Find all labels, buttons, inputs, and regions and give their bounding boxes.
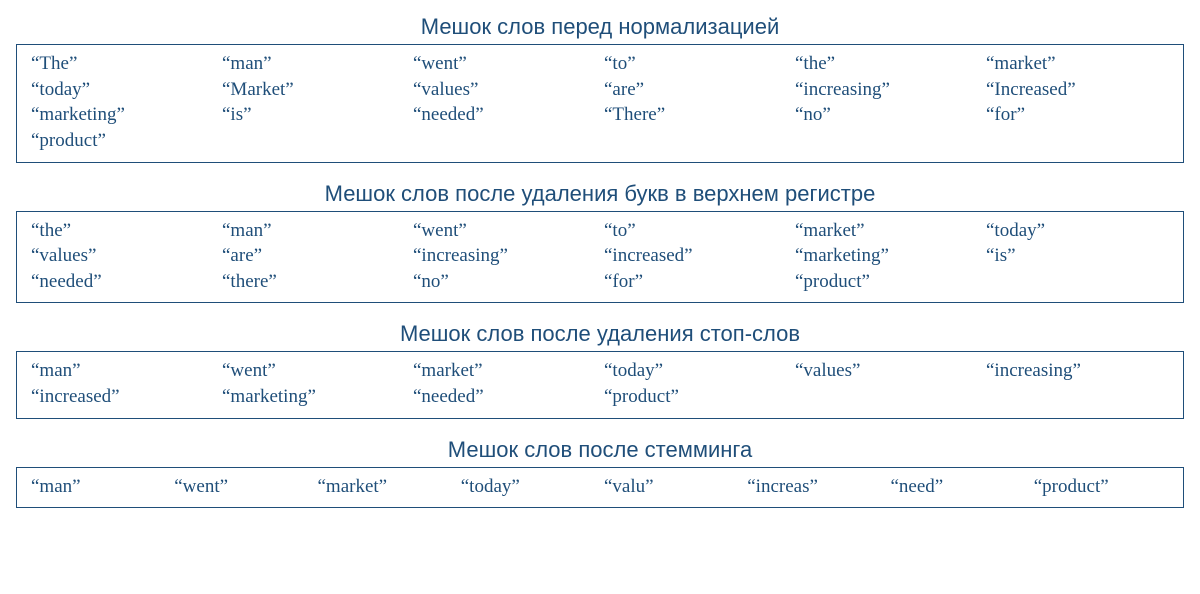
word-token: “no” [413, 269, 596, 295]
word-token: “product” [31, 128, 214, 154]
bag-of-words-section: Мешок слов после удаления букв в верхнем… [16, 181, 1184, 304]
word-token: “went” [413, 51, 596, 77]
word-token: “to” [604, 51, 787, 77]
bag-of-words-section: Мешок слов после стемминга“man”“went”“ma… [16, 437, 1184, 509]
section-title: Мешок слов после стемминга [16, 437, 1184, 463]
bag-of-words-section: Мешок слов после удаления стоп-слов “man”… [16, 321, 1184, 418]
word-token: “valu” [604, 474, 739, 500]
word-token: “man” [31, 474, 166, 500]
word-token: “marketing” [31, 102, 214, 128]
word-token: “marketing” [222, 384, 405, 410]
word-token: “is” [222, 102, 405, 128]
word-token: “Increased” [986, 77, 1169, 103]
word-token: “for” [604, 269, 787, 295]
word-token: “market” [413, 358, 596, 384]
bag-of-words-section: Мешок слов перед нормализацией “The” “man”… [16, 14, 1184, 163]
word-token: “went” [222, 358, 405, 384]
word-token: “are” [222, 243, 405, 269]
word-token: “today” [604, 358, 787, 384]
word-token: “there” [222, 269, 405, 295]
word-token: “values” [795, 358, 978, 384]
word-token: “increasing” [795, 77, 978, 103]
word-token: “increasing” [986, 358, 1169, 384]
word-token: “The” [31, 51, 214, 77]
word-token: “man” [31, 358, 214, 384]
word-token: “went” [174, 474, 309, 500]
word-token: “for” [986, 102, 1169, 128]
word-token: “increased” [604, 243, 787, 269]
diagram-root: Мешок слов перед нормализацией “The” “man”… [16, 14, 1184, 508]
word-token: “marketing” [795, 243, 978, 269]
word-token: “today” [461, 474, 596, 500]
word-token: “values” [31, 243, 214, 269]
word-token: “no” [795, 102, 978, 128]
section-title: Мешок слов после удаления букв в верхнем… [16, 181, 1184, 207]
word-token: “the” [31, 218, 214, 244]
word-token: “increasing” [413, 243, 596, 269]
word-token: “market” [795, 218, 978, 244]
word-token: “today” [986, 218, 1169, 244]
word-box: “the” “man” “went” “to” “market” “today” “valu… [16, 211, 1184, 304]
word-token: “product” [795, 269, 978, 295]
word-token: “man” [222, 218, 405, 244]
word-token: “product” [1034, 474, 1169, 500]
word-token: “market” [986, 51, 1169, 77]
word-token: “Market” [222, 77, 405, 103]
word-box: “man” “went” “market” “today” “valu” “increas… [16, 467, 1184, 509]
word-token: “to” [604, 218, 787, 244]
word-token: “today” [31, 77, 214, 103]
word-token: “increas” [747, 474, 882, 500]
word-token: “went” [413, 218, 596, 244]
word-token: “need” [891, 474, 1026, 500]
word-token: “is” [986, 243, 1169, 269]
word-token: “values” [413, 77, 596, 103]
word-token: “needed” [413, 384, 596, 410]
word-token: “man” [222, 51, 405, 77]
word-token: “needed” [31, 269, 214, 295]
word-box: “The” “man” “went” “to” “the” “market” “today”… [16, 44, 1184, 163]
word-token: “product” [604, 384, 787, 410]
word-token: “There” [604, 102, 787, 128]
word-token: “are” [604, 77, 787, 103]
section-title: Мешок слов после удаления стоп-слов [16, 321, 1184, 347]
word-box: “man” “went” “market” “today” “values” “incre… [16, 351, 1184, 418]
word-token: “the” [795, 51, 978, 77]
word-token: “increased” [31, 384, 214, 410]
word-token: “market” [318, 474, 453, 500]
section-title: Мешок слов перед нормализацией [16, 14, 1184, 40]
word-token: “needed” [413, 102, 596, 128]
